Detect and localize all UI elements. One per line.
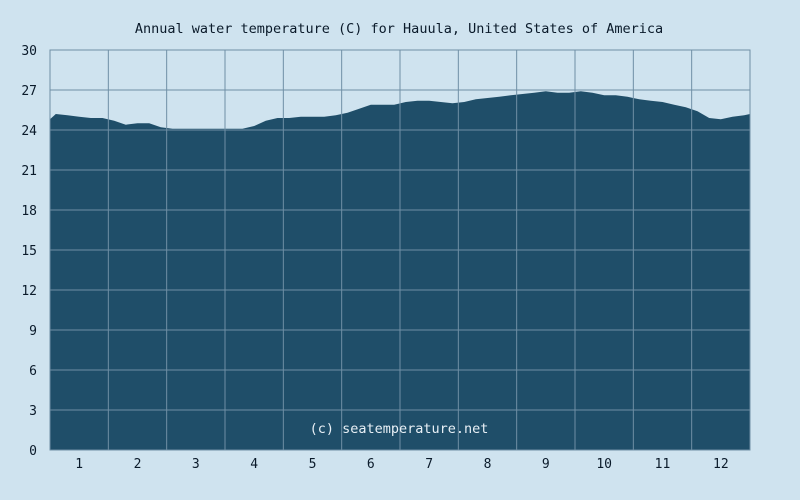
chart-credit: (c) seatemperature.net [310,421,489,437]
x-tick-label: 6 [367,457,375,472]
x-tick-label: 8 [484,457,492,472]
chart-title: Annual water temperature (C) for Hauula,… [135,21,663,37]
y-tick-label: 30 [21,44,37,59]
x-tick-label: 3 [192,457,200,472]
y-tick-label: 15 [21,244,37,259]
y-tick-label: 0 [29,444,37,459]
x-tick-label: 5 [309,457,317,472]
y-tick-label: 27 [21,84,37,99]
y-tick-label: 21 [21,164,37,179]
y-tick-label: 3 [29,404,37,419]
y-tick-label: 12 [21,284,37,299]
y-tick-label: 9 [29,324,37,339]
x-tick-label: 10 [596,457,612,472]
x-tick-label: 4 [250,457,258,472]
x-tick-label: 2 [134,457,142,472]
x-tick-label: 7 [425,457,433,472]
x-tick-label: 12 [713,457,729,472]
x-tick-label: 9 [542,457,550,472]
plot-border [49,49,751,451]
y-tick-label: 6 [29,364,37,379]
x-tick-label: 1 [75,457,83,472]
y-tick-label: 24 [21,124,37,139]
y-tick-label: 18 [21,204,37,219]
x-tick-label: 11 [655,457,671,472]
